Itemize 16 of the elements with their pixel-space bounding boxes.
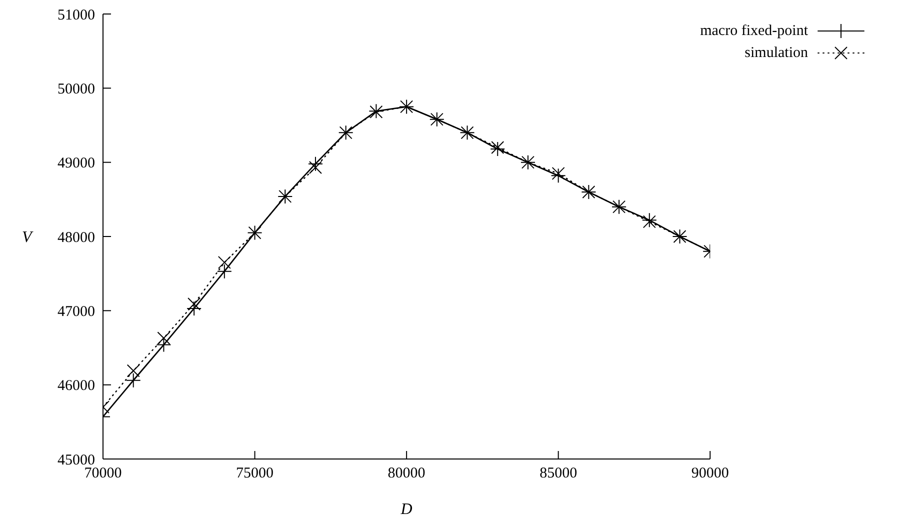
x-tick-label: 85000 — [540, 466, 578, 482]
y-tick-label: 48000 — [58, 230, 95, 246]
x-tick-label: 80000 — [388, 466, 426, 482]
y-tick-label: 47000 — [58, 304, 95, 320]
y-tick-label: 50000 — [58, 81, 95, 98]
x-axis-title: D — [400, 501, 413, 518]
y-tick-label: 49000 — [58, 156, 95, 172]
x-tick-label: 75000 — [236, 466, 274, 482]
y-axis-title: V — [22, 229, 34, 246]
legend-label: simulation — [744, 44, 808, 62]
y-tick-label: 51000 — [58, 7, 95, 24]
y-tick-label: 46000 — [58, 378, 95, 394]
x-tick-label: 70000 — [84, 466, 122, 482]
x-tick-label: 90000 — [691, 466, 729, 482]
legend-label: macro fixed-point — [700, 22, 808, 40]
y-tick-label: 45000 — [58, 452, 95, 468]
